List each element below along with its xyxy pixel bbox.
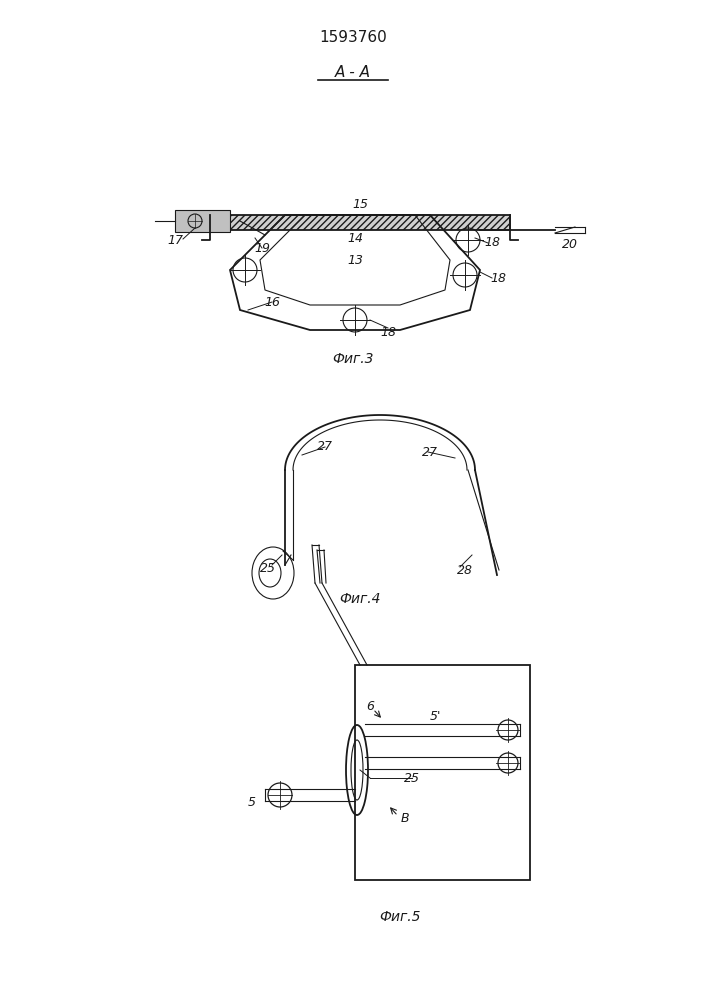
Text: 5: 5 [248, 796, 256, 808]
Text: Фиг.3: Фиг.3 [332, 352, 374, 366]
Text: Фиг.4: Фиг.4 [339, 592, 381, 606]
Text: 17: 17 [167, 234, 183, 247]
Text: 18: 18 [380, 326, 396, 338]
Text: 1593760: 1593760 [319, 30, 387, 45]
Text: 19: 19 [254, 241, 270, 254]
Text: 16: 16 [264, 296, 280, 308]
Text: 28: 28 [457, 564, 473, 576]
Text: 13: 13 [347, 253, 363, 266]
Text: 20: 20 [562, 238, 578, 251]
Polygon shape [175, 210, 230, 232]
Text: 25: 25 [260, 562, 276, 574]
Text: 6: 6 [366, 700, 374, 714]
Text: 18: 18 [490, 271, 506, 284]
Text: 15: 15 [352, 198, 368, 212]
Text: A - A: A - A [335, 65, 371, 80]
Text: 25: 25 [404, 772, 420, 784]
Text: 27: 27 [422, 446, 438, 458]
Polygon shape [210, 215, 510, 230]
Text: В: В [401, 812, 409, 824]
Text: 5': 5' [429, 710, 440, 722]
Text: 14: 14 [347, 232, 363, 244]
Text: 18: 18 [484, 236, 500, 249]
Text: 27: 27 [317, 440, 333, 454]
Text: Фиг.5: Фиг.5 [379, 910, 421, 924]
